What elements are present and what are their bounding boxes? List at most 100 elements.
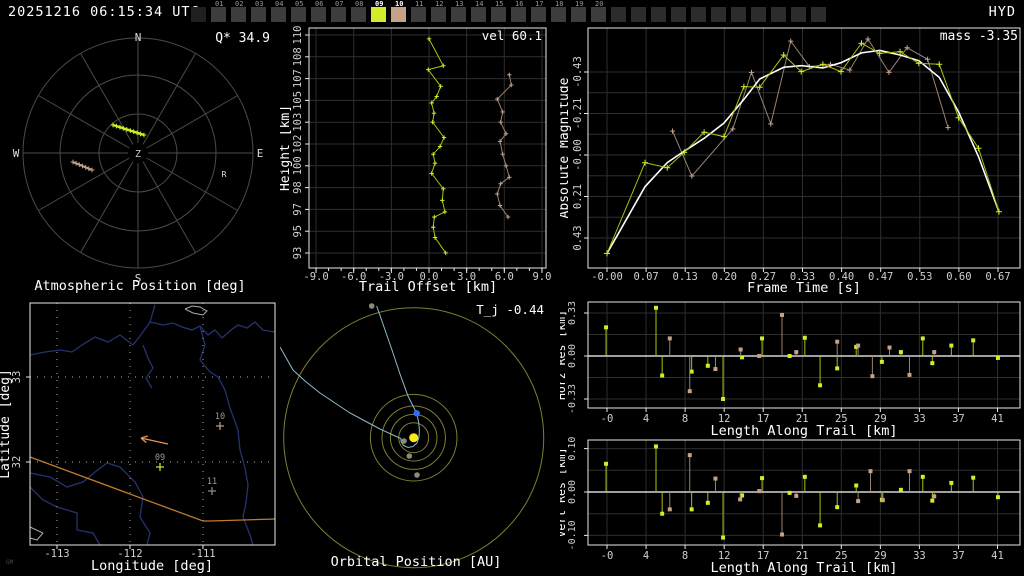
- svg-text:8: 8: [682, 413, 688, 425]
- frame-box-unlabeled[interactable]: [651, 7, 666, 22]
- orbit-title: Orbital Position [AU]: [331, 554, 502, 570]
- svg-text:32: 32: [11, 456, 23, 469]
- svg-text:-113: -113: [44, 548, 69, 560]
- frame-box-10[interactable]: [391, 7, 406, 22]
- svg-text:4: 4: [643, 413, 649, 425]
- frame-box-unlabeled[interactable]: [751, 7, 766, 22]
- svg-text:-111: -111: [190, 548, 215, 560]
- svg-text:21: 21: [796, 413, 809, 425]
- frame-box-04[interactable]: [271, 7, 286, 22]
- frame-box-07[interactable]: [331, 7, 346, 22]
- coastlines: [29, 305, 208, 541]
- frame-box-13[interactable]: [451, 7, 466, 22]
- svg-text:21: 21: [796, 550, 809, 562]
- compass-north: N: [135, 31, 142, 44]
- frame-box-unlabeled[interactable]: [771, 7, 786, 22]
- tisserand-value: T_j -0.44: [476, 302, 544, 317]
- velocity-value: vel 60.1: [482, 28, 542, 43]
- series-station-10: [667, 312, 937, 394]
- frame-box-15[interactable]: [491, 7, 506, 22]
- svg-text:-0: -0: [601, 413, 614, 425]
- orbital-position-panel: T_j -0.44 Orbital Position [AU]: [280, 302, 545, 570]
- plot-frame: [308, 27, 547, 269]
- frame-box-06[interactable]: [311, 7, 326, 22]
- frame-box-unlabeled[interactable]: [791, 7, 806, 22]
- frame-box-01[interactable]: [211, 7, 226, 22]
- svg-text:37: 37: [952, 413, 965, 425]
- vert-residuals-plot: -0 4 8 12 17 21 25 29 33 37 41 0.10 0.00 -0.10 Length …: [560, 437, 1021, 576]
- frame-box-unlabeled[interactable]: [631, 7, 646, 22]
- svg-text:12: 12: [718, 550, 731, 562]
- svg-text:33: 33: [913, 413, 926, 425]
- frame-box-03[interactable]: [251, 7, 266, 22]
- frame-label-03: 03: [255, 0, 264, 8]
- timestamp: 20251216 06:15:34 UTC: [8, 4, 200, 20]
- svg-text:17: 17: [757, 413, 770, 425]
- frame-box-02[interactable]: [231, 7, 246, 22]
- svg-text:-0.21: -0.21: [572, 98, 584, 130]
- svg-text:-0.10: -0.10: [567, 520, 578, 550]
- frame-label-04: 04: [275, 0, 284, 8]
- frame-box-12[interactable]: [431, 7, 446, 22]
- frame-box-unlabeled[interactable]: [711, 7, 726, 22]
- frame-label-06: 06: [315, 0, 324, 8]
- station-label-09: 09: [155, 453, 165, 463]
- frame-box-05[interactable]: [291, 7, 306, 22]
- svg-text:-3.0: -3.0: [379, 271, 404, 283]
- y-axis-title: Absolute Magnitude: [560, 77, 572, 218]
- frame-label-10: 10: [395, 0, 404, 8]
- frame-box-unlabeled[interactable]: [671, 7, 686, 22]
- svg-text:0.43: 0.43: [572, 225, 584, 250]
- frame-box-20[interactable]: [591, 7, 606, 22]
- svg-text:29: 29: [874, 550, 887, 562]
- planet-dots: [368, 303, 420, 478]
- frame-label-15: 15: [495, 0, 504, 8]
- svg-text:8: 8: [682, 550, 688, 562]
- series-station-09: [604, 40, 1002, 257]
- svg-text:95: 95: [292, 225, 304, 238]
- frame-label-19: 19: [575, 0, 584, 8]
- y-axis-title: Horz Res [km]: [560, 310, 568, 400]
- svg-text:98: 98: [292, 181, 304, 194]
- svg-text:17: 17: [757, 550, 770, 562]
- svg-text:-112: -112: [117, 548, 142, 560]
- frame-box-unlabeled[interactable]: [731, 7, 746, 22]
- svg-text:0.27: 0.27: [751, 271, 776, 283]
- frame-label-09: 09: [375, 0, 384, 8]
- frame-label-05: 05: [295, 0, 304, 8]
- frame-box-blank[interactable]: [191, 7, 206, 22]
- frame-label-14: 14: [475, 0, 484, 8]
- grid: [309, 28, 546, 268]
- svg-text:0.53: 0.53: [907, 271, 932, 283]
- track-arrow: [140, 435, 169, 445]
- svg-text:41: 41: [991, 550, 1004, 562]
- station-label-10: 10: [215, 412, 225, 422]
- frame-box-18[interactable]: [551, 7, 566, 22]
- grid: [588, 302, 1020, 408]
- frame-box-unlabeled[interactable]: [691, 7, 706, 22]
- frame-box-11[interactable]: [411, 7, 426, 22]
- frame-box-unlabeled[interactable]: [611, 7, 626, 22]
- frame-box-unlabeled[interactable]: [811, 7, 826, 22]
- frame-label-08: 08: [355, 0, 364, 8]
- compass-south: S: [135, 272, 142, 285]
- compass-east: E: [257, 147, 264, 160]
- graticule: [30, 303, 275, 545]
- svg-text:-6.0: -6.0: [341, 271, 366, 283]
- svg-text:0.07: 0.07: [633, 271, 658, 283]
- frame-label-12: 12: [435, 0, 444, 8]
- zenith-label: Z: [135, 149, 141, 160]
- frame-box-09[interactable]: [371, 7, 386, 22]
- frame-box-08[interactable]: [351, 7, 366, 22]
- frame-box-19[interactable]: [571, 7, 586, 22]
- svg-text:93: 93: [292, 247, 304, 260]
- frame-label-17: 17: [535, 0, 544, 8]
- frame-box-14[interactable]: [471, 7, 486, 22]
- frame-box-16[interactable]: [511, 7, 526, 22]
- frame-label-13: 13: [455, 0, 464, 8]
- y-axis-title: Latitude [deg]: [0, 369, 13, 479]
- watermark: GM: [6, 559, 14, 566]
- planet-orbits: [283, 307, 545, 569]
- frame-box-17[interactable]: [531, 7, 546, 22]
- svg-text:103: 103: [292, 113, 304, 132]
